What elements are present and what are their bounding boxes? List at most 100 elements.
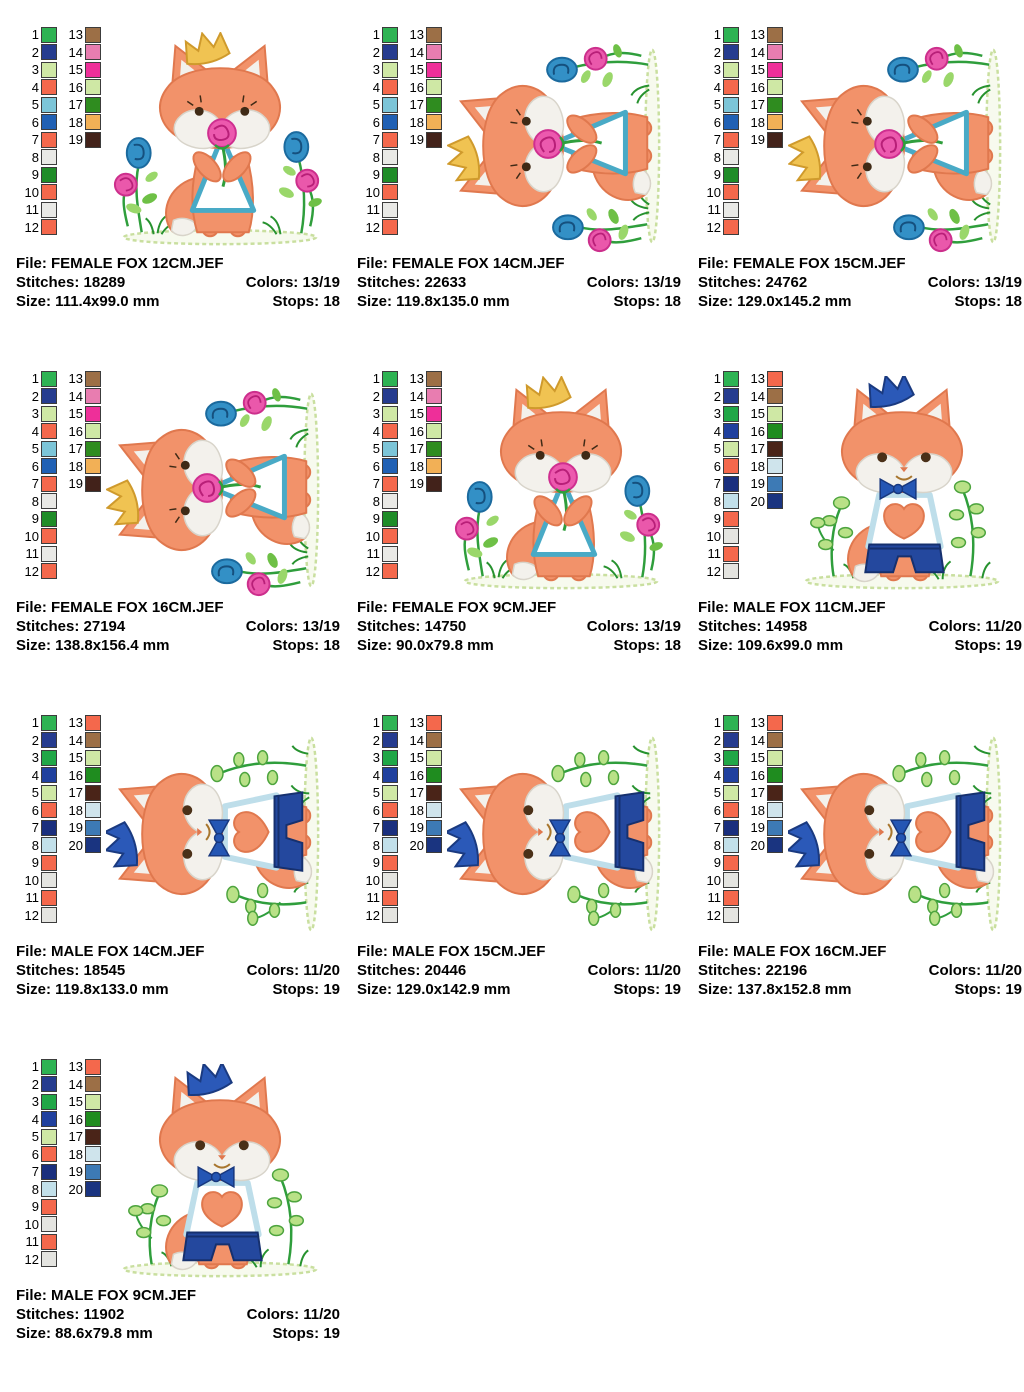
palette-row: 1	[14, 1058, 57, 1076]
palette-row: 4	[355, 79, 398, 97]
thread-color-swatch	[767, 732, 783, 749]
thread-number: 9	[31, 511, 39, 527]
design-card: 1 2 3 4 5 6 7 8 9 10 11 12 13 14 15 16 17 18 19 20	[14, 708, 346, 1048]
thread-color-swatch	[426, 388, 442, 405]
thread-number: 6	[372, 458, 380, 474]
thread-color-swatch	[767, 493, 783, 510]
arm	[566, 144, 598, 174]
thread-number: 19	[68, 820, 83, 836]
design-size: Size: 119.8x135.0 mm	[357, 293, 510, 310]
thread-number: 5	[31, 1129, 39, 1145]
embroidery-preview	[786, 376, 1018, 604]
thread-color-swatch	[85, 79, 101, 96]
palette-row: 4	[14, 767, 57, 785]
palette-row: 20	[740, 837, 783, 855]
thread-color-swatch	[426, 714, 442, 731]
palette-row: 10	[14, 1216, 57, 1234]
palette-row: 14	[399, 732, 442, 750]
thread-number: 8	[713, 149, 721, 165]
thread-color-swatch	[382, 732, 398, 749]
palette-row: 8	[14, 837, 57, 855]
palette-row: 7	[14, 1163, 57, 1181]
palette-row: 13	[740, 26, 783, 44]
design-card: 1 2 3 4 5 6 7 8 9 10 11 12 13 14 15 16 17 18 19	[14, 20, 346, 360]
thread-color-swatch	[41, 458, 57, 475]
thread-color-swatch	[382, 131, 398, 148]
thread-number: 5	[713, 97, 721, 113]
thread-color-swatch	[382, 854, 398, 871]
palette-row: 17	[58, 440, 101, 458]
palette-row: 17	[58, 784, 101, 802]
thread-color-swatch	[382, 907, 398, 924]
thread-color-swatch	[767, 784, 783, 801]
thread-color-swatch	[767, 44, 783, 61]
thread-number: 16	[750, 79, 765, 95]
thread-number: 6	[713, 458, 721, 474]
thread-number: 4	[713, 79, 721, 95]
crown-icon	[184, 32, 231, 66]
palette-row: 15	[399, 405, 442, 423]
palette-row: 16	[740, 79, 783, 97]
thread-number: 1	[713, 715, 721, 731]
thread-color-swatch	[426, 96, 442, 113]
palette-row: 16	[399, 767, 442, 785]
eye	[238, 1140, 249, 1151]
thread-number: 1	[713, 371, 721, 387]
thread-number: 11	[366, 890, 381, 906]
thread-color-swatch	[382, 114, 398, 131]
color-count: Colors: 11/20	[587, 962, 681, 979]
thread-color-swatch	[767, 458, 783, 475]
palette-row: 3	[14, 749, 57, 767]
thread-color-swatch	[723, 405, 739, 422]
thread-number: 15	[68, 62, 83, 78]
palette-row: 3	[355, 749, 398, 767]
thread-number: 18	[68, 458, 83, 474]
crown-icon	[186, 1064, 233, 1097]
thread-number: 5	[31, 97, 39, 113]
thread-number: 19	[68, 132, 83, 148]
thread-color-swatch	[382, 26, 398, 43]
thread-color-swatch	[382, 201, 398, 218]
eye	[240, 106, 250, 116]
thread-color-swatch	[767, 114, 783, 131]
palette-row: 11	[696, 889, 739, 907]
thread-color-swatch	[382, 44, 398, 61]
thread-color-swatch	[85, 114, 101, 131]
thread-color-swatch	[41, 61, 57, 78]
thread-color-palette: 1 2 3 4 5 6 7 8 9 10 11 12 13 14 15 16 17 18 19 20	[696, 370, 783, 580]
thread-number: 16	[409, 767, 424, 783]
thread-color-swatch	[41, 26, 57, 43]
thread-color-swatch	[41, 219, 57, 236]
palette-row: 1	[696, 370, 739, 388]
palette-row: 8	[14, 493, 57, 511]
fox-illustration	[500, 376, 622, 582]
thread-number: 7	[372, 476, 380, 492]
thread-color-swatch	[41, 907, 57, 924]
thread-number: 19	[409, 132, 424, 148]
thread-color-swatch	[723, 854, 739, 871]
left-flowers	[454, 481, 519, 579]
palette-row: 10	[14, 184, 57, 202]
thread-number: 18	[68, 802, 83, 818]
palette-row: 8	[14, 149, 57, 167]
thread-number: 17	[750, 441, 765, 457]
thread-number: 16	[750, 767, 765, 783]
thread-color-swatch	[41, 528, 57, 545]
palette-row: 10	[355, 184, 398, 202]
thread-color-swatch	[382, 440, 398, 457]
palette-row: 18	[740, 458, 783, 476]
thread-number: 5	[31, 785, 39, 801]
stitch-count: Stitches: 22196	[698, 962, 808, 979]
shorts	[864, 543, 945, 574]
thread-color-swatch	[382, 475, 398, 492]
bow-tie-icon	[879, 477, 917, 501]
palette-row: 7	[696, 819, 739, 837]
thread-number: 14	[68, 1076, 83, 1092]
palette-row: 18	[740, 802, 783, 820]
thread-color-swatch	[426, 370, 442, 387]
palette-row: 6	[696, 114, 739, 132]
right-flowers	[205, 388, 309, 448]
thread-number: 12	[365, 907, 380, 923]
thread-color-swatch	[723, 388, 739, 405]
arms-heart	[233, 811, 270, 853]
